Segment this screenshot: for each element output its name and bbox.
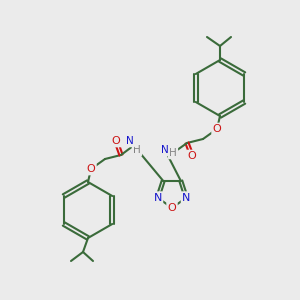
Text: O: O bbox=[168, 203, 176, 213]
Text: O: O bbox=[188, 151, 196, 161]
Text: N: N bbox=[154, 193, 162, 202]
Text: O: O bbox=[112, 136, 120, 146]
Text: O: O bbox=[213, 124, 221, 134]
Text: H: H bbox=[133, 145, 141, 155]
Text: H: H bbox=[169, 148, 177, 158]
Text: N: N bbox=[161, 145, 169, 155]
Text: N: N bbox=[182, 193, 190, 202]
Text: O: O bbox=[87, 164, 95, 174]
Text: N: N bbox=[126, 136, 134, 146]
